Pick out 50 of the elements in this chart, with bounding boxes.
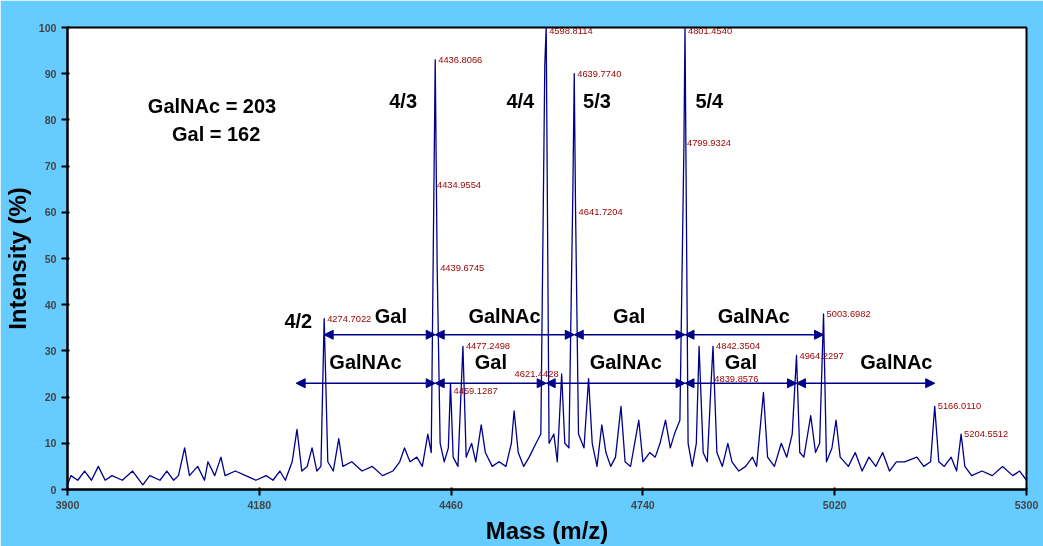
annotation: 5/4 bbox=[695, 90, 725, 113]
y-tick-label: 20 bbox=[44, 391, 57, 404]
y-tick-label: 90 bbox=[44, 67, 57, 80]
annotation: GalNAc = 203 bbox=[147, 95, 277, 118]
annotation: Gal bbox=[724, 351, 757, 374]
annotation: 4477.2498 bbox=[465, 341, 511, 352]
annotation: 4436.8066 bbox=[438, 54, 483, 65]
annotation: 4598.8114 bbox=[549, 25, 593, 36]
y-tick-label: 0 bbox=[50, 483, 57, 496]
annotation: Gal bbox=[374, 305, 407, 328]
x-tick-label: 4180 bbox=[247, 498, 272, 511]
y-tick-label: 100 bbox=[38, 21, 57, 34]
y-tick-label: 50 bbox=[44, 252, 57, 265]
annotation: Gal = 162 bbox=[171, 122, 261, 145]
annotation: GalNAc bbox=[860, 351, 933, 374]
x-tick-label: 4740 bbox=[631, 498, 655, 511]
x-tick-label: 3900 bbox=[55, 498, 80, 511]
annotation: 4641.7204 bbox=[578, 207, 623, 218]
annotation: 5/3 bbox=[583, 90, 611, 113]
y-tick-label: 30 bbox=[44, 344, 57, 357]
annotation: 4439.6745 bbox=[440, 262, 485, 273]
y-tick-label: 80 bbox=[44, 113, 57, 126]
annotation: 4842.3504 bbox=[716, 341, 761, 352]
x-axis-title: Mass (m/z) bbox=[485, 516, 609, 544]
annotation: GalNAc bbox=[589, 351, 662, 374]
annotation: 4799.9324 bbox=[686, 138, 732, 148]
y-axis-title: Intensity (%) bbox=[3, 187, 31, 330]
annotation: 4/3 bbox=[389, 90, 418, 113]
x-tick-label: 5300 bbox=[1014, 498, 1039, 511]
annotation: Gal bbox=[474, 351, 507, 374]
annotation: GalNAc bbox=[717, 305, 790, 328]
x-tick-label: 4460 bbox=[439, 498, 464, 511]
annotation: 5166.0110 bbox=[937, 401, 982, 412]
line-series bbox=[67, 27, 1027, 486]
y-tick-label: 10 bbox=[44, 437, 57, 450]
annotation: Gal bbox=[613, 305, 646, 328]
y-tick-label: 40 bbox=[44, 298, 57, 311]
annotation: 4274.7022 bbox=[327, 313, 372, 324]
annotation: GalNAc bbox=[329, 351, 402, 374]
annotation: 5204.5512 bbox=[964, 429, 1009, 440]
annotation: 4801.4540 bbox=[687, 25, 733, 36]
y-tick-label: 60 bbox=[44, 206, 57, 219]
annotation: 5003.6982 bbox=[826, 308, 871, 319]
annotation: 4/4 bbox=[506, 90, 536, 113]
y-tick-label: 70 bbox=[44, 160, 57, 173]
x-tick-label: 5020 bbox=[822, 498, 847, 511]
annotation: 4434.9554 bbox=[436, 179, 482, 190]
annotation: 4639.7740 bbox=[577, 68, 622, 79]
annotation: 4/2 bbox=[284, 309, 313, 332]
annotation: GalNAc bbox=[468, 305, 541, 328]
